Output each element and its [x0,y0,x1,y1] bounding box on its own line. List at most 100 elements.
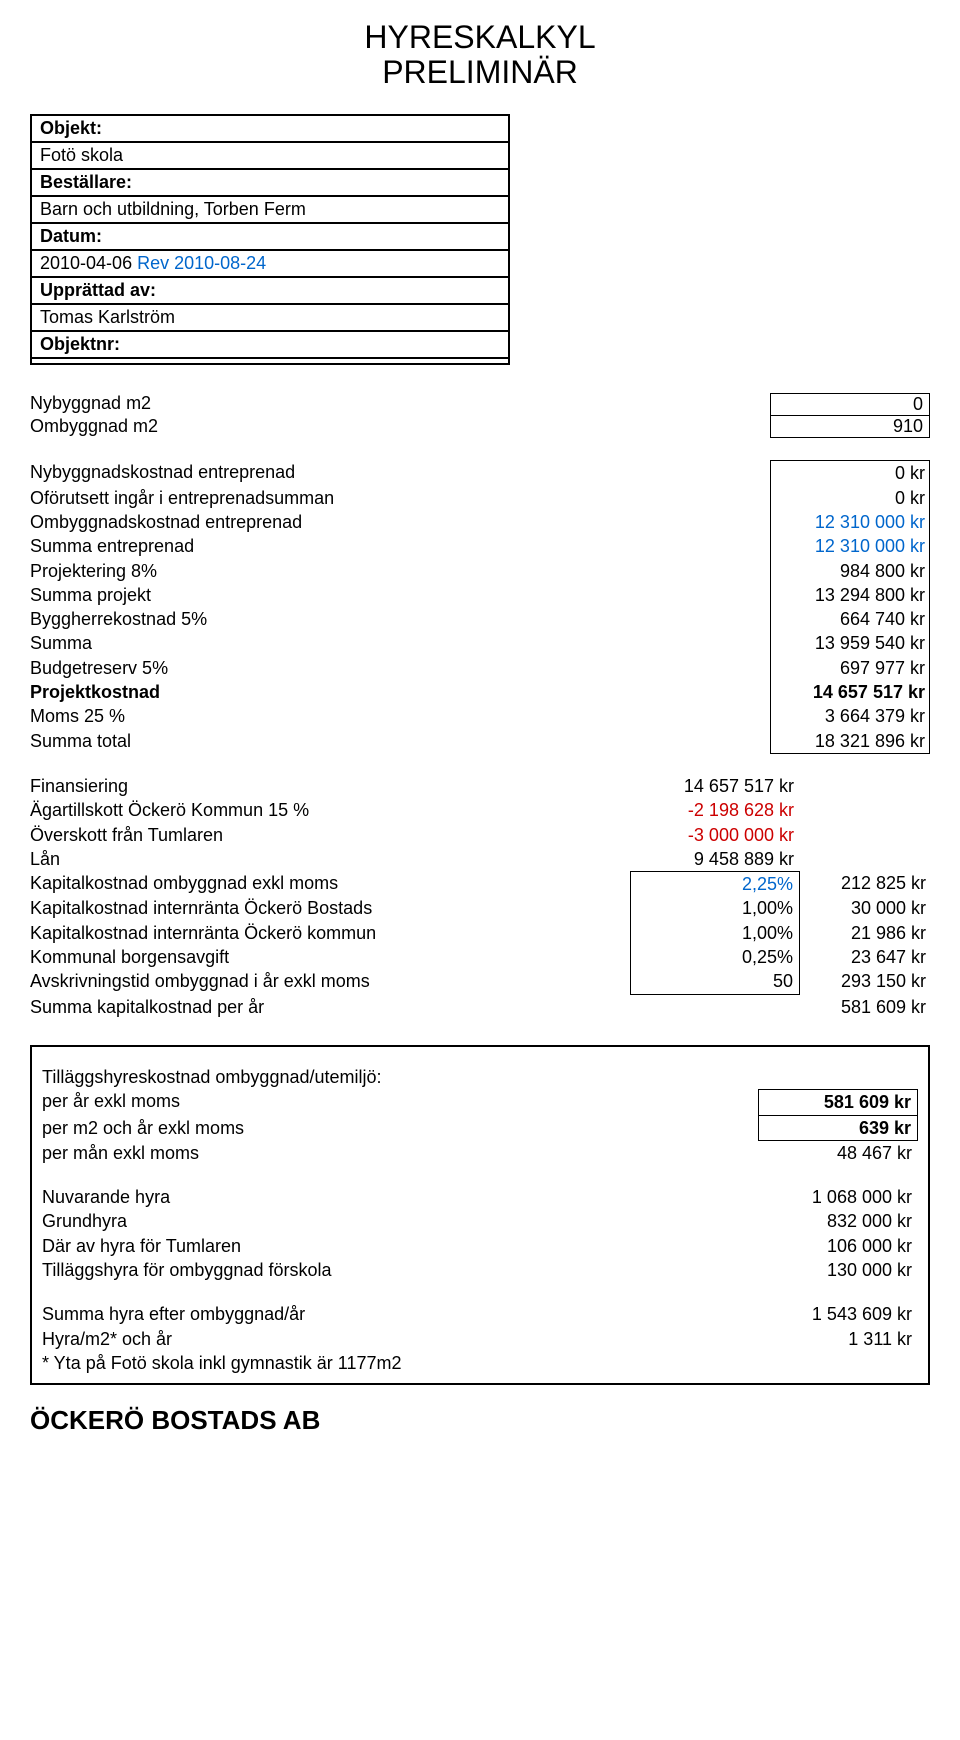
upprattad-value: Tomas Karlström [32,305,508,332]
fin-row: Avskrivningstid ombyggnad i år exkl moms… [30,969,930,994]
cost-value: 18 321 896 kr [770,729,930,754]
fin-row: Finansiering14 657 517 kr [30,774,930,798]
cost-label: Summa [30,631,770,655]
extra-row: Där av hyra för Tumlaren 106 000 kr [42,1234,918,1258]
cost-label: Oförutsett ingår i entreprenadsumman [30,486,770,510]
cost-value: 13 959 540 kr [770,631,930,655]
area-row-ombyggnad: Ombyggnad m2 910 [30,416,930,438]
extra-footnote-row: * Yta på Fotö skola inkl gymnastik är 11… [42,1351,918,1375]
fin-right: 21 986 kr [800,921,930,945]
extra-value: 832 000 kr [758,1209,918,1233]
objektnr-value [32,359,508,363]
cost-label: Budgetreserv 5% [30,656,770,680]
extra-section-1: Tilläggshyreskostnad ombyggnad/utemiljö:… [42,1065,918,1165]
fin-mid: 1,00% [630,896,800,920]
fin-right: 581 609 kr [800,995,930,1019]
fin-mid: 1,00% [630,921,800,945]
fin-label: Överskott från Tumlaren [30,823,630,847]
fin-mid: 14 657 517 kr [630,774,800,798]
extra-value: 1 311 kr [758,1327,918,1351]
extra-label: Grundhyra [42,1209,127,1233]
cost-value: 12 310 000 kr [770,534,930,558]
extra-row: Summa hyra efter ombyggnad/år 1 543 609 k… [42,1302,918,1326]
extra-label: Hyra/m2* och år [42,1327,172,1351]
fin-mid: -2 198 628 kr [630,798,800,822]
extra-section-3: Summa hyra efter ombyggnad/år 1 543 609 k… [42,1302,918,1375]
cost-row: Nybyggnadskostnad entreprenad0 kr [30,460,930,485]
ombyggnad-value: 910 [770,416,930,438]
extra-row: Nuvarande hyra 1 068 000 kr [42,1185,918,1209]
cost-block: Nybyggnadskostnad entreprenad0 krOföruts… [30,460,930,754]
fin-mid: 0,25% [630,945,800,969]
nybyggnad-value: 0 [770,393,930,416]
cost-value: 984 800 kr [770,559,930,583]
extra-row: per m2 och år exkl moms 639 kr [42,1116,918,1141]
fin-row: Kapitalkostnad ombyggnad exkl moms2,25%2… [30,871,930,896]
fin-row: Kommunal borgensavgift0,25%23 647 kr [30,945,930,969]
cost-label: Moms 25 % [30,704,770,728]
extra-row: Tilläggshyra för ombyggnad förskola130 0… [42,1258,918,1282]
fin-label: Lån [30,847,630,871]
cost-row: Summa entreprenad12 310 000 kr [30,534,930,558]
cost-row: Byggherrekostnad 5%664 740 kr [30,607,930,631]
extra-value: 1 068 000 kr [758,1185,918,1209]
extra-footnote: * Yta på Fotö skola inkl gymnastik är 11… [42,1351,402,1375]
cost-value: 664 740 kr [770,607,930,631]
fin-mid [630,995,800,1019]
fin-label: Ägartillskott Öckerö Kommun 15 % [30,798,630,822]
cost-label: Summa projekt [30,583,770,607]
extra-row: per mån exkl moms48 467 kr [42,1141,918,1165]
cost-label: Summa total [30,729,770,754]
extra-heading-row: Tilläggshyreskostnad ombyggnad/utemiljö: [42,1065,918,1089]
cost-row: Oförutsett ingår i entreprenadsumman0 kr [30,486,930,510]
extra-label: per m2 och år exkl moms [42,1116,244,1141]
page-title: HYRESKALKYL PRELIMINÄR [30,20,930,90]
cost-row: Projektering 8%984 800 kr [30,559,930,583]
datum-row: 2010-04-06 Rev 2010-08-24 [32,251,508,278]
fin-row: Summa kapitalkostnad per år 581 609 kr [30,995,930,1019]
extra-value: 1 543 609 kr [758,1302,918,1326]
extra-value: 48 467 kr [758,1141,918,1165]
extra-value: 130 000 kr [758,1258,918,1282]
cost-label: Projektering 8% [30,559,770,583]
extra-value: 581 609 kr [758,1089,918,1115]
ombyggnad-label: Ombyggnad m2 [30,416,158,438]
extra-row: Hyra/m2* och år 1 311 kr [42,1327,918,1351]
fin-right [800,774,930,798]
cost-value: 13 294 800 kr [770,583,930,607]
extra-label: Summa hyra efter ombyggnad/år [42,1302,305,1326]
cost-label: Projektkostnad [30,680,770,704]
fin-block: Finansiering14 657 517 krÄgartillskott Ö… [30,774,930,1019]
extra-label: per år exkl moms [42,1089,180,1115]
nybyggnad-label: Nybyggnad m2 [30,393,151,416]
fin-label: Kapitalkostnad ombyggnad exkl moms [30,871,630,896]
cost-label: Summa entreprenad [30,534,770,558]
fin-label: Summa kapitalkostnad per år [30,995,630,1019]
extra-value: 106 000 kr [758,1234,918,1258]
fin-label: Kapitalkostnad internränta Öckerö Bostad… [30,896,630,920]
cost-value: 0 kr [770,486,930,510]
cost-row: Summa13 959 540 kr [30,631,930,655]
cost-value: 697 977 kr [770,656,930,680]
extra-label: Där av hyra för Tumlaren [42,1234,241,1258]
cost-label: Ombyggnadskostnad entreprenad [30,510,770,534]
cost-row: Ombyggnadskostnad entreprenad12 310 000 … [30,510,930,534]
upprattad-label: Upprättad av: [32,278,508,305]
fin-right: 23 647 kr [800,945,930,969]
extra-section-2: Nuvarande hyra 1 068 000 kr Grundhyra 832 0… [42,1185,918,1282]
fin-label: Avskrivningstid ombyggnad i år exkl moms [30,969,630,994]
cost-row: Moms 25 %3 664 379 kr [30,704,930,728]
extra-value: 639 kr [758,1116,918,1141]
fin-row: Kapitalkostnad internränta Öckerö kommun… [30,921,930,945]
bestallare-label: Beställare: [32,170,508,197]
cost-value: 14 657 517 kr [770,680,930,704]
cost-row: Projektkostnad14 657 517 kr [30,680,930,704]
extra-label: Nuvarande hyra [42,1185,170,1209]
cost-row: Budgetreserv 5%697 977 kr [30,656,930,680]
datum-rev: Rev 2010-08-24 [132,253,266,273]
fin-mid: 50 [630,969,800,994]
extra-block: Tilläggshyreskostnad ombyggnad/utemiljö:… [30,1045,930,1385]
fin-mid: 9 458 889 kr [630,847,800,871]
datum-value: 2010-04-06 [40,253,132,273]
cost-row: Summa total18 321 896 kr [30,729,930,754]
